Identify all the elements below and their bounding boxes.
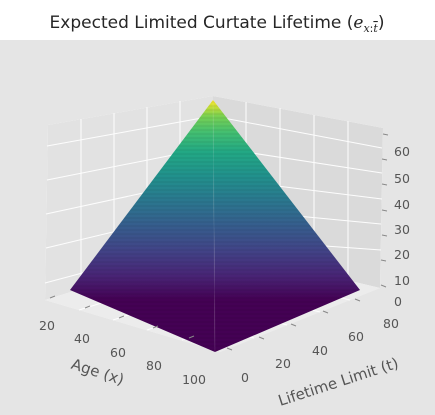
x-tick-label: 60 [110, 345, 126, 360]
z-tick-label: 30 [394, 222, 410, 237]
chart-title-main: Expected Limited Curtate Lifetime ( [50, 13, 354, 33]
z-tick-label: 10 [394, 273, 410, 288]
x-tick-label: 100 [182, 372, 206, 387]
z-tick-label: 60 [394, 144, 410, 159]
z-tick-label: 20 [394, 247, 410, 262]
y-tick-label: 80 [383, 316, 399, 331]
chart-title-math-e: e [353, 13, 363, 33]
x-tick-label: 20 [39, 318, 55, 333]
z-tick-label: 0 [394, 294, 402, 309]
z-tick-label: 50 [394, 171, 410, 186]
y-tick-label: 60 [348, 329, 364, 344]
z-tick-label: 40 [394, 197, 410, 212]
x-tick-label: 80 [146, 358, 162, 373]
chart-title: Expected Limited Curtate Lifetime (ex:t) [50, 13, 385, 35]
y-tick-label: 20 [275, 356, 291, 371]
x-tick-label: 40 [74, 331, 90, 346]
chart-title-math-close: ) [378, 13, 385, 33]
y-tick-label: 0 [241, 370, 249, 385]
y-tick-label: 40 [312, 343, 328, 358]
